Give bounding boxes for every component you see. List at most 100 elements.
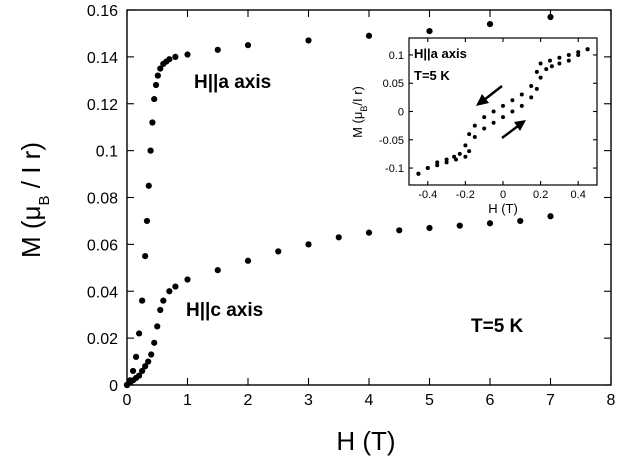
main-series-1-point-13 bbox=[166, 288, 173, 295]
inset-series-0-point-3 bbox=[557, 55, 562, 60]
inset-series-0-point-13 bbox=[472, 123, 477, 128]
inset-series-1-point-17 bbox=[549, 64, 554, 69]
main-series-0-point-18 bbox=[172, 53, 179, 60]
main-series-1-point-15 bbox=[184, 276, 191, 283]
main-series-0-point-19 bbox=[184, 51, 191, 58]
main-x-tick-label-2: 2 bbox=[244, 392, 253, 409]
main-x-tick-label-3: 3 bbox=[304, 392, 313, 409]
inset-series-1-point-1 bbox=[425, 166, 430, 171]
inset-plot-frame bbox=[408, 37, 598, 186]
inset-series-0-point-10 bbox=[501, 103, 505, 108]
main-y-tick-label-0: 0 bbox=[109, 378, 118, 395]
main-series-0-point-20 bbox=[214, 46, 221, 53]
inset-series bbox=[416, 47, 590, 176]
inset-series-0-point-18 bbox=[444, 157, 449, 162]
inset-series-0-point-4 bbox=[548, 58, 552, 63]
inset-series-1-point-12 bbox=[519, 103, 524, 108]
main-series-1-point-5 bbox=[139, 367, 146, 375]
main-series-0-point-24 bbox=[426, 27, 433, 35]
main-x-tick-label-7: 7 bbox=[546, 392, 555, 409]
inset-x-tick-label-2: 0 bbox=[500, 189, 506, 201]
inset-series-0-point-5 bbox=[538, 61, 543, 66]
inset-series-0-point-16 bbox=[457, 151, 462, 156]
main-series-1-point-26 bbox=[517, 217, 524, 225]
inset-series-0-point-9 bbox=[510, 98, 515, 103]
main-series-0-point-3 bbox=[132, 353, 140, 360]
inset-y-tick-label-3: 0.05 bbox=[383, 78, 404, 90]
main-x-tick-label-8: 8 bbox=[607, 392, 616, 409]
main-series-0-point-14 bbox=[157, 65, 164, 72]
inset-series-1-point-6 bbox=[467, 149, 472, 154]
main-series-1-point-27 bbox=[547, 213, 554, 220]
inset-y-tick-label-1: -0.05 bbox=[379, 135, 404, 147]
inset-series-0-point-17 bbox=[452, 154, 457, 159]
inset-series-1-point-5 bbox=[463, 154, 468, 159]
main-y-tick-label-4: 0.08 bbox=[87, 191, 118, 208]
main-series-1-point-14 bbox=[172, 283, 179, 290]
main-x-tick-label-4: 4 bbox=[365, 392, 374, 409]
inset-series-1-point-14 bbox=[534, 86, 539, 91]
inset-y-title-subscript: B bbox=[359, 106, 369, 112]
inset-y-axis-title: M (μB/I r) bbox=[350, 86, 369, 138]
main-series-1-point-11 bbox=[157, 306, 164, 314]
inset-series-1-point-0 bbox=[416, 171, 421, 176]
inset-series-0-point-1 bbox=[576, 50, 581, 55]
main-series-0-point-13 bbox=[154, 72, 161, 79]
inset-series-1-point-13 bbox=[529, 95, 534, 100]
inset-x-tick-label-1: -0.2 bbox=[456, 189, 475, 201]
main-y-tick-label-6: 0.12 bbox=[87, 97, 118, 114]
inset-series-1-point-18 bbox=[557, 61, 562, 66]
inset-y-title-part-2: /I r) bbox=[350, 86, 365, 106]
inset-series-1-point-15 bbox=[538, 75, 543, 80]
inset-series-0-point-19 bbox=[435, 160, 440, 165]
arrow-decreasing-field bbox=[476, 85, 503, 106]
arrow-decreasing-head bbox=[476, 94, 489, 106]
main-series-0-point-21 bbox=[244, 42, 252, 49]
main-series-1-point-17 bbox=[244, 257, 252, 264]
main-series-1-point-16 bbox=[214, 267, 221, 274]
main-y-tick-label-8: 0.16 bbox=[87, 3, 118, 20]
inset-series-1-point-2 bbox=[435, 163, 440, 168]
inset-x-ticks: -0.4 -0.2 0 0.2 0.4 bbox=[418, 38, 586, 201]
inset-series-1-point-8 bbox=[482, 126, 487, 131]
main-y-tick-label-5: 0.1 bbox=[96, 144, 118, 161]
inset-series-0-point-12 bbox=[482, 115, 487, 120]
inset-series-0-point-8 bbox=[519, 92, 524, 97]
main-series-0-point-7 bbox=[143, 217, 151, 225]
main-series-0-point-5 bbox=[139, 297, 146, 304]
main-series-1-point-7 bbox=[145, 358, 152, 365]
main-series-0-point-11 bbox=[151, 95, 158, 103]
inset-x-tick-label-0: -0.4 bbox=[418, 189, 437, 201]
main-series-0-point-23 bbox=[365, 32, 373, 39]
inset-series-0-point-7 bbox=[529, 84, 534, 89]
inset-series-1-point-10 bbox=[501, 115, 505, 120]
main-series-1-point-9 bbox=[151, 339, 158, 346]
y-title-subscript: B bbox=[36, 195, 53, 205]
main-x-ticks: 0 1 2 3 4 5 6 7 8 bbox=[123, 10, 616, 409]
inset-series-1-point-19 bbox=[566, 58, 571, 63]
main-series-0-point-6 bbox=[142, 252, 149, 260]
inset-series-0-point-2 bbox=[566, 52, 571, 57]
inset-series-1-point-20 bbox=[576, 52, 581, 57]
main-series-0-point-4 bbox=[136, 330, 143, 337]
main-series-1-point-18 bbox=[275, 248, 282, 255]
main-series-1-point-23 bbox=[426, 224, 433, 232]
inset-y-title-part-1: M (μ bbox=[350, 112, 365, 138]
main-series-1-point-10 bbox=[154, 323, 161, 330]
main-series-0-point-25 bbox=[486, 20, 494, 28]
main-series bbox=[123, 13, 554, 389]
inset-annotation-h-a-axis: H||a axis bbox=[414, 46, 467, 61]
main-series-0-point-8 bbox=[145, 182, 152, 189]
main-series-0-point-2 bbox=[129, 367, 137, 375]
y-title-part-1: M (μ bbox=[16, 205, 46, 258]
arrow-increasing-field bbox=[501, 120, 526, 139]
arrow-increasing-shaft bbox=[501, 125, 519, 139]
inset-series-1-point-3 bbox=[444, 160, 449, 165]
main-series-1-point-8 bbox=[148, 351, 155, 358]
main-x-tick-label-6: 6 bbox=[486, 392, 495, 409]
main-series-1-point-4 bbox=[136, 372, 143, 379]
inset-series-1-point-11 bbox=[510, 109, 515, 114]
main-series-1-point-21 bbox=[365, 229, 373, 236]
inset-series-1-point-9 bbox=[491, 120, 496, 125]
